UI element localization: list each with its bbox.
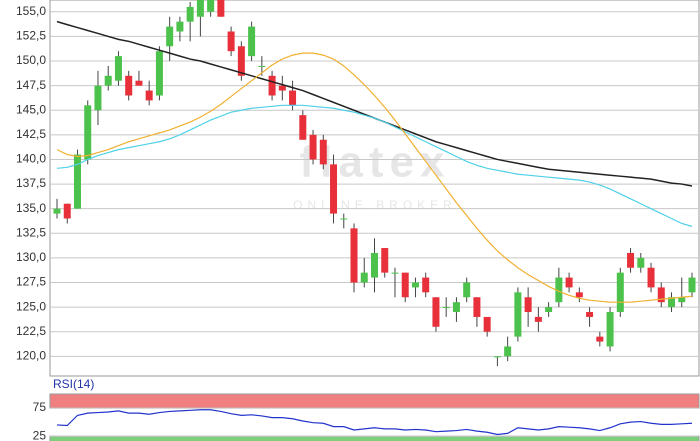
candle-body — [483, 316, 491, 332]
candle-body — [545, 307, 553, 313]
y-tick-label: 75 — [33, 400, 47, 414]
candle-body — [442, 307, 450, 309]
candle-body — [340, 218, 348, 220]
candle-body — [422, 277, 430, 293]
y-tick-label: 135,0 — [16, 201, 46, 215]
y-tick-label: 120,0 — [16, 348, 46, 362]
candle-body — [381, 248, 389, 273]
candle-body — [616, 272, 624, 313]
y-tick-label: 142,5 — [16, 127, 46, 141]
line — [56, 52, 693, 303]
rsi-title: RSI(14) — [53, 377, 94, 391]
candle-body — [350, 228, 358, 283]
candle-body — [135, 80, 143, 86]
candle-body — [63, 203, 71, 219]
candle-body — [166, 26, 174, 47]
candle-body — [237, 46, 245, 76]
y-tick-label: 155,0 — [16, 4, 46, 18]
candle-body — [463, 282, 471, 298]
candle-body — [493, 356, 501, 358]
candle-body — [145, 90, 153, 101]
candle-body — [104, 75, 112, 86]
candle-body — [207, 0, 215, 12]
candle-body — [114, 56, 122, 81]
candle-body — [217, 0, 225, 17]
candle-body — [186, 6, 194, 22]
candle-body — [155, 51, 163, 96]
candle-body — [637, 257, 645, 268]
y-tick-label: 150,0 — [16, 53, 46, 67]
y-tick-label: 140,0 — [16, 152, 46, 166]
candle-body — [411, 282, 419, 288]
candle-body — [565, 277, 573, 288]
y-tick-label: 147,5 — [16, 78, 46, 92]
candle-body — [258, 65, 266, 67]
candle-body — [248, 26, 256, 57]
line — [56, 409, 693, 436]
candle-body — [534, 316, 542, 322]
candle-body — [125, 75, 133, 96]
candle-body — [524, 297, 532, 313]
candle-body — [53, 208, 61, 214]
candle-body — [278, 85, 286, 91]
candle-body — [647, 267, 655, 288]
candle-body — [514, 292, 522, 337]
candle-body — [555, 277, 563, 303]
candle-body — [227, 31, 235, 52]
line — [56, 104, 693, 227]
candle-body — [596, 336, 604, 342]
candle-body — [84, 105, 92, 160]
candle-body — [452, 302, 460, 313]
candle-body — [176, 21, 184, 32]
y-tick-label: 145,0 — [16, 102, 46, 116]
y-tick-label: 122,5 — [16, 324, 46, 338]
candle-body — [330, 164, 338, 214]
candle-body — [688, 277, 696, 293]
candle-body — [309, 134, 317, 160]
candle-body — [606, 312, 614, 347]
watermark-sub: ONLINE BROKER — [293, 198, 457, 212]
candle-body — [73, 154, 81, 209]
candle-body — [627, 252, 635, 268]
candle-body — [586, 312, 594, 317]
candle-body — [504, 346, 512, 357]
overbought-band — [49, 393, 700, 409]
candle-body — [575, 292, 583, 298]
candle-body — [371, 252, 378, 278]
plot-area — [49, 0, 700, 377]
candle-body — [299, 115, 307, 140]
candle-body — [268, 75, 276, 96]
candle-body — [94, 85, 102, 111]
candle-body — [289, 90, 297, 106]
candle-body — [473, 297, 481, 317]
candle-body — [678, 297, 686, 303]
candle-body — [391, 272, 399, 274]
candle-body — [401, 272, 409, 298]
candle-body — [668, 297, 676, 308]
y-tick-label: 25 — [33, 428, 47, 441]
y-tick-label: 125,0 — [16, 299, 46, 313]
candle-body — [657, 287, 665, 303]
y-tick-label: 132,5 — [16, 225, 46, 239]
candle-body — [196, 0, 204, 17]
y-tick-label: 127,5 — [16, 275, 46, 289]
y-tick-label: 137,5 — [16, 176, 46, 190]
y-tick-label: 152,5 — [16, 29, 46, 43]
y-tick-label: 130,0 — [16, 250, 46, 264]
oversold-band — [49, 435, 700, 441]
candle-body — [360, 272, 368, 283]
candle-body — [432, 297, 440, 327]
candle-body — [319, 139, 327, 165]
